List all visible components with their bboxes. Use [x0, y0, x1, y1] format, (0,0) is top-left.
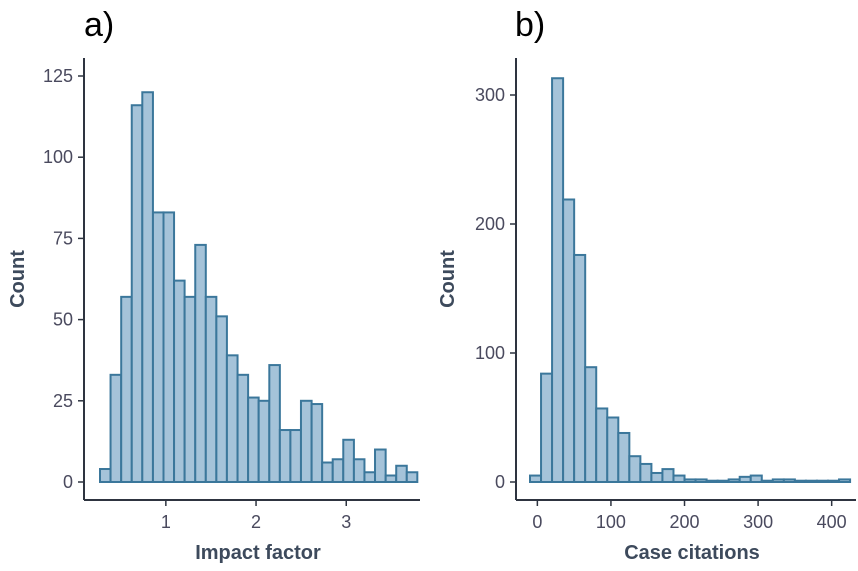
panel-b-y-tick-label-1: 100 — [475, 343, 505, 363]
panel-a-bar-25 — [363, 471, 377, 484]
panel-a-bar-27 — [384, 474, 398, 483]
panel-a-bar-23 — [342, 438, 355, 483]
panel-a-bar-2 — [120, 295, 133, 483]
panel-a-y-tick-label-2: 50 — [53, 310, 73, 330]
panel-b-x-axis-title: Case citations — [624, 542, 760, 564]
panel-a-bar-14 — [247, 396, 260, 483]
panel-b-x-tick-label-0: 0 — [532, 512, 542, 532]
panel-b-bar-24 — [793, 479, 807, 483]
panel-b-x-tick-label-1: 100 — [596, 512, 626, 532]
panel-b-bars — [529, 77, 852, 484]
panel-a-x-tick-label-1: 2 — [251, 512, 261, 532]
panel-a-y-tick-label-5: 125 — [43, 66, 73, 86]
panel-b-bar-10 — [639, 462, 653, 484]
panel-a-x-ticks: 1 2 3 — [161, 500, 351, 532]
panel-a-bar-8 — [183, 295, 197, 483]
panel-a-bar-21 — [321, 461, 334, 484]
panel-b-bar-21 — [760, 479, 774, 483]
panel-a-bar-28 — [395, 464, 408, 484]
panel-a-bar-15 — [257, 399, 271, 483]
panel-b-bar-11 — [650, 471, 664, 484]
panel-a-bar-18 — [289, 429, 302, 483]
panel-b-bar-7 — [606, 416, 620, 483]
panel-a-bar-1 — [109, 373, 123, 484]
panel-a-impact-factor-histogram: a) 0 25 50 75 100 125 1 2 3 Impact factor Count — [7, 6, 420, 564]
panel-a-bar-13 — [236, 373, 250, 484]
panel-a-bar-24 — [352, 458, 366, 484]
panel-a-bar-10 — [204, 295, 218, 483]
panel-b-bar-13 — [672, 474, 686, 483]
panel-a-bar-16 — [268, 364, 281, 484]
panel-a-bar-29 — [405, 471, 419, 484]
panel-b-bar-27 — [827, 479, 841, 483]
panel-b-bar-17 — [716, 479, 730, 483]
panel-b-y-tick-label-2: 200 — [475, 214, 505, 234]
panel-b-bar-0 — [529, 474, 543, 483]
panel-b-y-ticks: 0 100 200 300 — [475, 85, 516, 492]
panel-a-bar-7 — [173, 279, 186, 483]
panel-b-bar-15 — [694, 478, 708, 484]
panel-b-bar-19 — [738, 475, 752, 483]
panel-b-bar-16 — [705, 479, 719, 483]
panel-b-bar-28 — [838, 478, 852, 484]
panel-b-bar-14 — [683, 478, 697, 484]
panel-b-bar-23 — [782, 478, 796, 484]
panel-b-label: b) — [515, 6, 545, 44]
panel-a-bar-26 — [374, 448, 387, 483]
panel-a-y-tick-label-3: 75 — [53, 228, 73, 248]
panel-a-bar-12 — [225, 354, 239, 483]
panel-a-x-tick-label-2: 3 — [341, 512, 351, 532]
panel-a-y-tick-label-1: 25 — [53, 391, 73, 411]
panel-a-y-ticks: 0 25 50 75 100 125 — [43, 66, 84, 492]
panel-b-y-tick-label-3: 300 — [475, 85, 505, 105]
panel-a-bar-9 — [194, 243, 207, 483]
panel-b-bar-2 — [551, 77, 565, 483]
panel-b-bar-25 — [804, 479, 818, 483]
panel-b-bar-26 — [815, 479, 830, 483]
panel-b-bar-4 — [573, 253, 587, 483]
panel-a-bars — [99, 91, 419, 484]
panel-a-y-tick-label-4: 100 — [43, 147, 73, 167]
panel-a-label: a) — [84, 6, 114, 44]
panel-b-y-axis-title: Count — [437, 250, 459, 308]
panel-a-bar-5 — [151, 211, 165, 483]
panel-b-case-citations-histogram: b) 0 100 200 300 0 100 200 300 400 Case citatio… — [437, 6, 856, 564]
panel-b-bar-8 — [617, 431, 631, 484]
panel-b-x-tick-label-3: 300 — [743, 512, 773, 532]
panel-b-bar-3 — [562, 198, 576, 484]
panel-a-bar-11 — [215, 315, 228, 483]
panel-a-y-axis-title: Count — [7, 250, 29, 308]
panel-a-bar-22 — [331, 458, 345, 484]
panel-b-bar-6 — [595, 407, 609, 483]
panel-a-x-tick-label-0: 1 — [161, 512, 171, 532]
panel-a-bar-0 — [99, 468, 112, 484]
panel-a-bar-6 — [162, 211, 176, 483]
panel-a-bar-4 — [141, 91, 154, 484]
panel-b-bar-22 — [771, 478, 785, 484]
panel-b-x-tick-label-4: 400 — [817, 512, 847, 532]
panel-a-x-axis-title: Impact factor — [195, 542, 321, 564]
panel-b-bar-18 — [727, 478, 741, 484]
panel-a-y-tick-label-0: 0 — [63, 472, 73, 492]
panel-a-bar-19 — [299, 399, 313, 483]
panel-b-x-ticks: 0 100 200 300 400 — [532, 500, 847, 532]
panel-b-y-tick-label-0: 0 — [495, 472, 505, 492]
panel-a-bar-20 — [310, 403, 324, 483]
panel-b-bar-5 — [584, 366, 598, 483]
panel-b-bar-9 — [628, 455, 642, 484]
panel-b-bar-12 — [661, 468, 675, 484]
panel-b-bar-1 — [540, 372, 554, 484]
panel-a-bar-17 — [278, 429, 292, 483]
panel-b-bar-20 — [749, 474, 763, 483]
panel-b-x-tick-label-2: 200 — [669, 512, 699, 532]
panel-a-bar-3 — [130, 104, 144, 483]
